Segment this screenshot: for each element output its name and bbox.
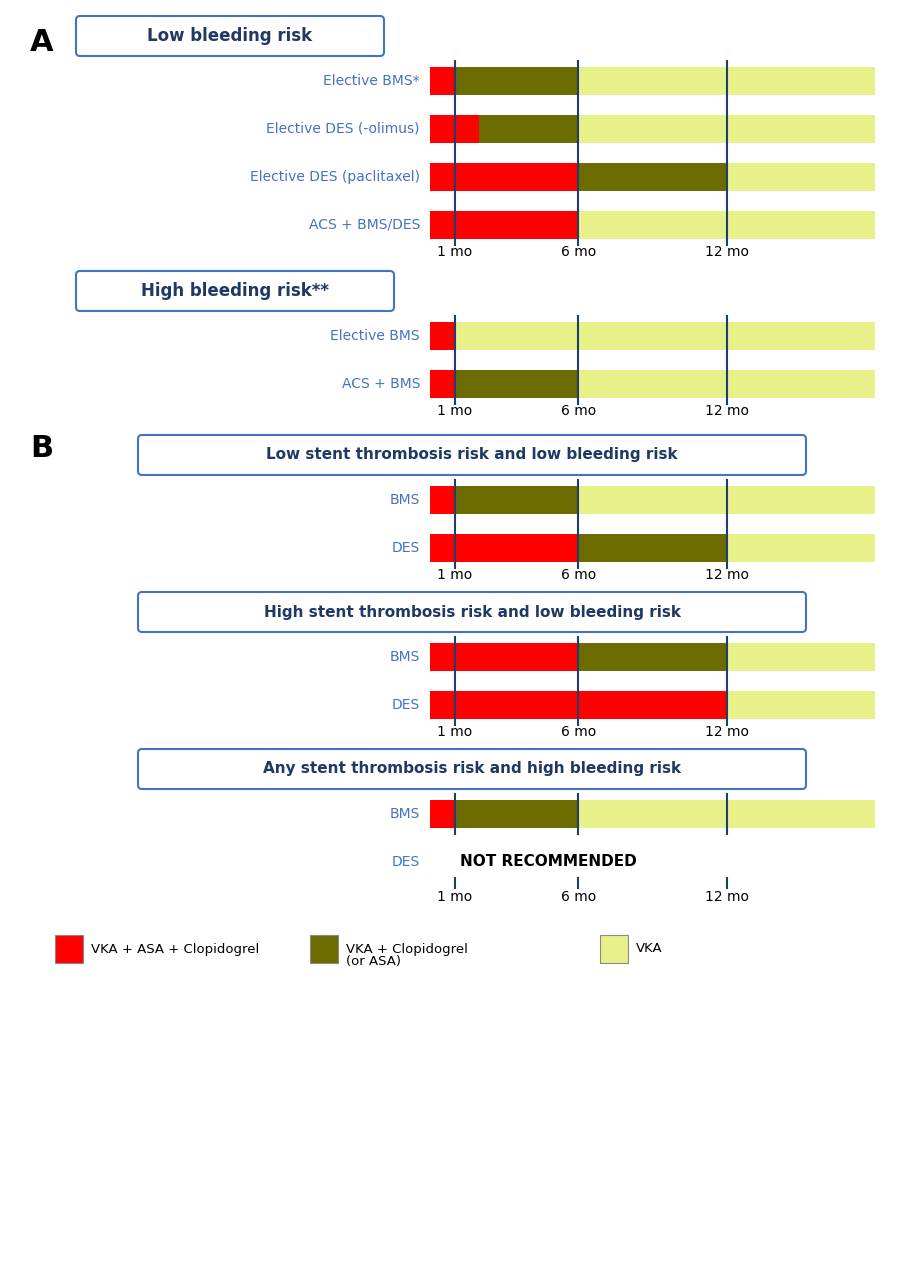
Text: 1 mo: 1 mo [437,724,472,739]
Text: BMS: BMS [389,650,420,664]
Bar [455,800,579,828]
Bar [430,643,579,671]
Bar [579,643,727,671]
Text: DES: DES [391,541,420,556]
Bar [430,370,455,398]
Text: 6 mo: 6 mo [561,724,596,739]
Bar [430,211,579,239]
Text: BMS: BMS [389,806,420,820]
Text: 12 mo: 12 mo [704,890,749,904]
Bar [579,163,727,191]
Text: Low bleeding risk: Low bleeding risk [147,27,312,45]
Text: Elective DES (paclitaxel): Elective DES (paclitaxel) [250,170,420,184]
Bar [430,800,455,828]
Bar [727,163,875,191]
Bar [455,67,579,95]
Bar [579,486,875,515]
Bar [480,115,579,143]
Text: ACS + BMS: ACS + BMS [341,378,420,390]
Text: NOT RECOMMENDED: NOT RECOMMENDED [460,855,636,869]
Bar [579,211,875,239]
Text: Any stent thrombosis risk and high bleeding risk: Any stent thrombosis risk and high bleed… [263,762,681,777]
Text: ACS + BMS/DES: ACS + BMS/DES [308,218,420,232]
Text: 12 mo: 12 mo [704,724,749,739]
Bar [579,67,875,95]
FancyBboxPatch shape [76,15,384,56]
Text: DES: DES [391,698,420,712]
FancyBboxPatch shape [138,591,806,632]
Text: VKA + Clopidogrel: VKA + Clopidogrel [346,943,468,956]
Text: Elective BMS: Elective BMS [330,329,420,343]
Text: A: A [30,28,54,58]
Text: BMS: BMS [389,493,420,507]
Text: Low stent thrombosis risk and low bleeding risk: Low stent thrombosis risk and low bleedi… [267,448,678,462]
Text: 1 mo: 1 mo [437,404,472,419]
Bar [579,800,875,828]
Bar [579,115,875,143]
FancyBboxPatch shape [76,271,394,311]
Bar [430,163,579,191]
Text: VKA + ASA + Clopidogrel: VKA + ASA + Clopidogrel [91,942,259,955]
Bar [455,370,579,398]
Bar [455,323,875,349]
Text: 6 mo: 6 mo [561,890,596,904]
Text: 12 mo: 12 mo [704,404,749,419]
Text: High stent thrombosis risk and low bleeding risk: High stent thrombosis risk and low bleed… [264,604,681,620]
Text: 1 mo: 1 mo [437,568,472,582]
Text: B: B [30,434,53,463]
Text: High bleeding risk**: High bleeding risk** [141,282,329,300]
Bar [430,486,455,515]
Bar [579,534,727,562]
Text: 12 mo: 12 mo [704,244,749,259]
Bar [430,67,455,95]
Text: 12 mo: 12 mo [704,568,749,582]
Bar [430,115,480,143]
Text: 1 mo: 1 mo [437,244,472,259]
Text: VKA: VKA [636,942,662,955]
Bar [430,691,727,719]
Text: DES: DES [391,855,420,869]
Bar [727,643,875,671]
Bar [310,934,338,963]
Bar [430,323,455,349]
Text: 6 mo: 6 mo [561,244,596,259]
Bar [579,370,875,398]
Bar [727,691,875,719]
Text: 6 mo: 6 mo [561,404,596,419]
Bar [55,934,83,963]
Bar [430,534,579,562]
Bar [600,934,628,963]
Bar [727,534,875,562]
Text: (or ASA): (or ASA) [346,955,401,968]
FancyBboxPatch shape [138,435,806,475]
FancyBboxPatch shape [138,749,806,788]
Text: Elective BMS*: Elective BMS* [323,74,420,88]
Text: 6 mo: 6 mo [561,568,596,582]
Text: 1 mo: 1 mo [437,890,472,904]
Text: Elective DES (-olimus): Elective DES (-olimus) [267,122,420,136]
Bar [455,486,579,515]
